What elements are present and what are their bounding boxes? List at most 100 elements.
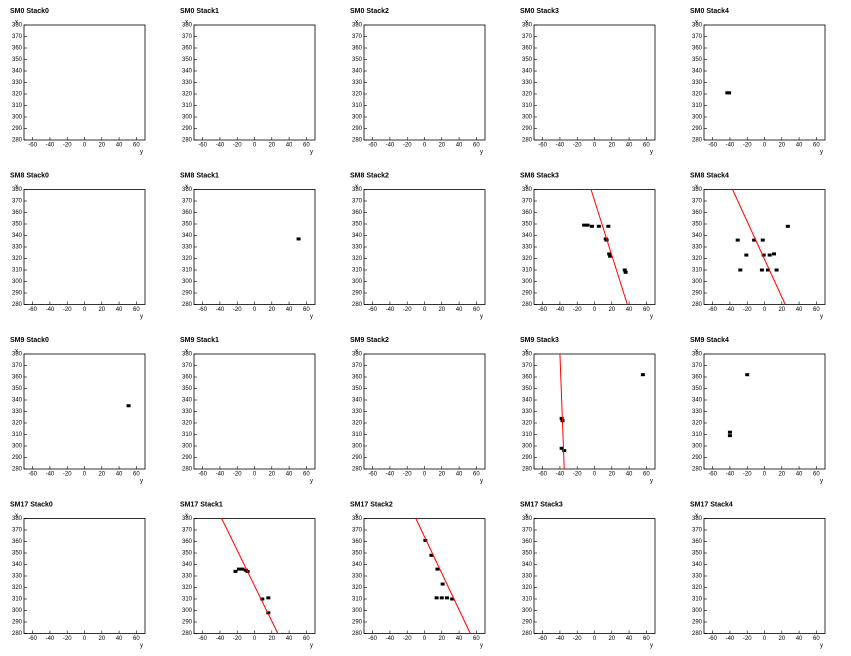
plot-frame [193, 353, 316, 470]
y-tick-label: 310 [692, 597, 703, 603]
x-tick-label: -60 [198, 143, 207, 149]
y-tick-label: 380 [182, 516, 193, 522]
x-tick-label: 0 [253, 472, 257, 478]
hit-marker [785, 224, 790, 228]
y-tick-label: 340 [182, 233, 193, 239]
y-tick-label: 330 [12, 574, 23, 580]
y-tick-label: 330 [522, 574, 533, 580]
y-axis-label: x [15, 20, 18, 26]
y-tick-label: 320 [352, 585, 363, 591]
y-tick-label: 300 [352, 444, 363, 450]
y-tick-label: 370 [12, 528, 23, 534]
y-tick-label: 370 [182, 363, 193, 369]
x-tick-label: 0 [83, 307, 87, 313]
y-tick-label: 290 [352, 620, 363, 626]
y-tick-label: 340 [352, 562, 363, 568]
x-tick-label: -60 [198, 472, 207, 478]
y-tick-label: 290 [182, 620, 193, 626]
y-tick-label: 350 [692, 57, 703, 63]
y-tick-label: 280 [12, 467, 23, 473]
y-tick-label: 320 [522, 585, 533, 591]
y-axis-label: x [15, 184, 18, 190]
x-tick-label: 60 [303, 636, 310, 642]
y-tick-label: 330 [692, 245, 703, 251]
y-tick-label: 340 [12, 233, 23, 239]
x-tick-label: 20 [608, 307, 615, 313]
x-axis-label: y [310, 150, 313, 156]
y-tick-label: 330 [692, 80, 703, 86]
y-tick-label: 330 [352, 574, 363, 580]
y-tick-label: 310 [522, 597, 533, 603]
y-tick-label: 300 [12, 279, 23, 285]
y-tick-label: 280 [352, 302, 363, 308]
fit-line [221, 518, 279, 634]
x-tick-label: 60 [303, 307, 310, 313]
y-tick-label: 370 [692, 363, 703, 369]
y-tick-label: 310 [352, 268, 363, 274]
y-tick-label: 280 [182, 302, 193, 308]
plot-frame [23, 353, 146, 470]
y-tick-label: 300 [692, 608, 703, 614]
x-tick-label: 20 [608, 636, 615, 642]
x-tick-label: -20 [63, 472, 72, 478]
x-tick-label: 60 [643, 143, 650, 149]
plot-frame [703, 189, 826, 305]
x-tick-label: 60 [303, 143, 310, 149]
y-tick-label: 340 [692, 398, 703, 404]
y-tick-label: 290 [352, 126, 363, 132]
x-tick-label: 40 [456, 307, 463, 313]
x-tick-label: -60 [708, 307, 717, 313]
y-tick-label: 380 [352, 23, 363, 29]
x-tick-label: 20 [438, 472, 445, 478]
y-tick-label: 280 [182, 138, 193, 144]
x-tick-label: -20 [63, 143, 72, 149]
y-axis-label: x [185, 513, 188, 519]
plot-frame [703, 24, 826, 141]
x-tick-label: 0 [593, 636, 597, 642]
y-tick-label: 310 [12, 103, 23, 109]
x-tick-label: -20 [403, 143, 412, 149]
x-tick-label: -40 [216, 636, 225, 642]
x-tick-label: -20 [63, 307, 72, 313]
x-tick-label: -60 [28, 143, 37, 149]
x-tick-label: -60 [198, 636, 207, 642]
y-tick-label: 350 [522, 386, 533, 392]
plot-frame [193, 189, 316, 305]
hit-marker [606, 224, 611, 228]
x-tick-label: 60 [133, 143, 140, 149]
x-tick-label: 0 [763, 307, 767, 313]
y-tick-label: 290 [522, 291, 533, 297]
hit-marker [296, 237, 301, 241]
x-tick-label: 40 [116, 472, 123, 478]
x-tick-label: 0 [423, 636, 427, 642]
x-tick-label: 20 [608, 472, 615, 478]
x-tick-label: -20 [743, 143, 752, 149]
x-axis-label: y [310, 479, 313, 485]
x-tick-label: 60 [473, 143, 480, 149]
x-tick-label: 0 [423, 143, 427, 149]
y-tick-label: 310 [12, 268, 23, 274]
y-tick-label: 280 [352, 631, 363, 637]
x-tick-label: 60 [813, 307, 820, 313]
y-tick-label: 300 [182, 279, 193, 285]
x-tick-label: 20 [98, 307, 105, 313]
y-tick-label: 360 [692, 539, 703, 545]
x-tick-label: 40 [626, 143, 633, 149]
y-tick-label: 330 [182, 574, 193, 580]
hit-marker [439, 596, 444, 600]
x-tick-label: 0 [763, 472, 767, 478]
y-axis-label: x [185, 20, 188, 26]
plot-frame [23, 518, 146, 634]
panel-title: SM17 Stack0 [10, 501, 53, 508]
y-tick-label: 360 [352, 210, 363, 216]
y-tick-label: 320 [692, 585, 703, 591]
y-axis-label: x [525, 184, 528, 190]
x-tick-label: 40 [286, 307, 293, 313]
y-tick-label: 360 [182, 375, 193, 381]
y-tick-label: 320 [182, 256, 193, 262]
plot-frame [533, 518, 656, 634]
x-tick-label: 60 [473, 472, 480, 478]
y-axis-label: x [695, 349, 698, 355]
x-tick-label: 0 [763, 636, 767, 642]
